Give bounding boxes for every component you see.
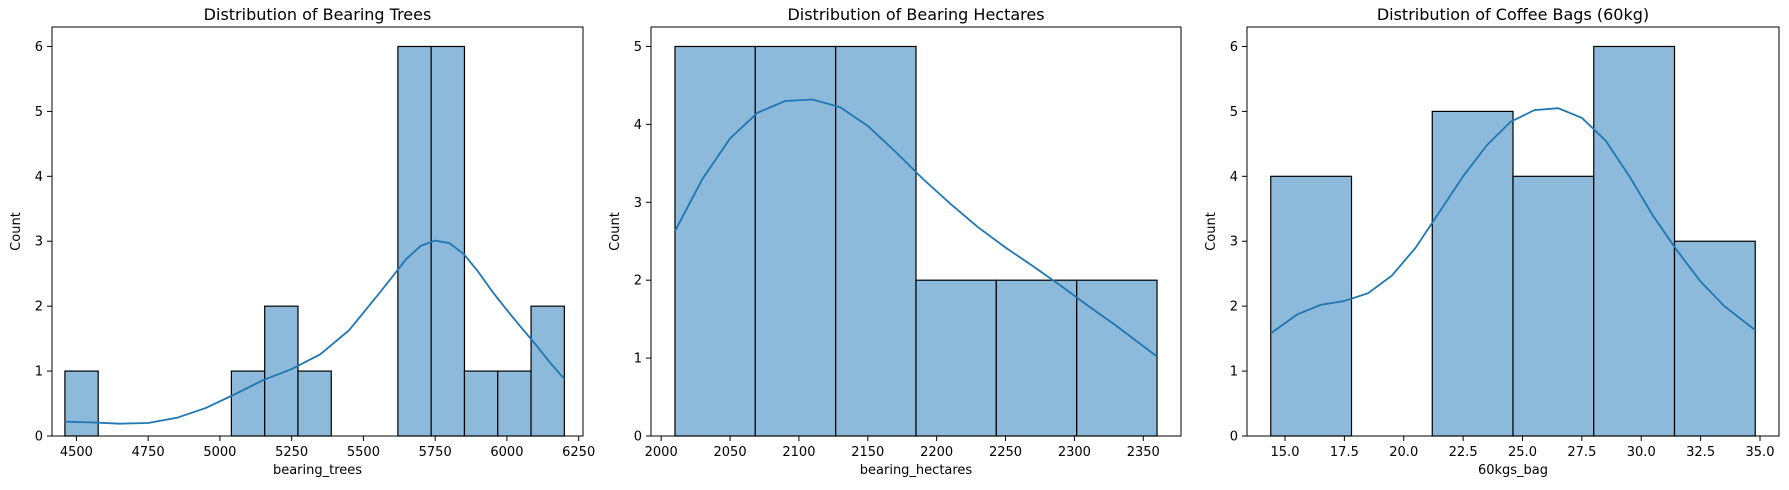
y-tick-label: 6	[35, 40, 43, 55]
y-tick-label: 0	[35, 430, 43, 445]
y-tick-label: 0	[1230, 430, 1238, 445]
x-tick-label: 2200	[920, 445, 953, 460]
histogram-coffee-bags: 15.0 17.5 20.0 22.5 25.0 27.5 30.0 32.5 35.0 0 1 2 3…	[1204, 5, 1780, 478]
x-tick-label: 5000	[203, 445, 236, 460]
x-tick-label: 2150	[851, 445, 884, 460]
x-tick-label: 17.5	[1330, 445, 1359, 460]
x-tick-label: 20.0	[1389, 445, 1418, 460]
histogram-bar	[995, 279, 1078, 437]
y-tick-label: 5	[634, 40, 642, 55]
x-tick-label: 27.5	[1567, 445, 1596, 460]
kde-curve	[1270, 107, 1756, 335]
x-tick-label: 15.0	[1271, 445, 1300, 460]
y-axis-label: Count	[9, 212, 24, 251]
histogram-bar	[1431, 110, 1514, 437]
y-tick-label: 5	[1230, 105, 1238, 120]
x-tick-label: 2000	[645, 445, 678, 460]
histogram-bar	[915, 279, 997, 437]
y-axis-label: Count	[608, 212, 623, 251]
x-tick-label: 30.0	[1627, 445, 1656, 460]
axes-frame	[1246, 26, 1780, 437]
histogram-bearing-hectares: 2000 2050 2100 2150 2200 2250 2300 2350 0 1 2 3 4 5 Di…	[608, 5, 1182, 478]
y-tick-label: 1	[1230, 365, 1238, 380]
y-tick-label: 1	[35, 365, 43, 380]
x-axis-label: 60kgs_bag	[1478, 463, 1548, 478]
kde-curve	[64, 239, 565, 425]
y-tick-label: 4	[35, 170, 43, 185]
y-tick-label: 3	[35, 235, 43, 250]
x-tick-label: 5500	[347, 445, 380, 460]
x-axis-label: bearing_trees	[273, 463, 362, 478]
y-tick-label: 4	[634, 118, 642, 133]
x-tick-label: 22.5	[1449, 445, 1478, 460]
x-tick-label: 5750	[419, 445, 452, 460]
y-tick-label: 3	[1230, 235, 1238, 250]
histogram-bar	[1076, 279, 1158, 437]
histogram-bar	[1593, 45, 1676, 437]
axes-frame	[650, 26, 1182, 437]
histogram-bar	[497, 370, 532, 437]
y-tick-label: 2	[634, 274, 642, 289]
histogram-bar	[530, 305, 565, 437]
histogram-bar	[835, 45, 917, 437]
y-tick-label: 5	[35, 105, 43, 120]
x-axis-label: bearing_hectares	[860, 463, 973, 478]
x-tick-label: 2050	[714, 445, 747, 460]
chart-title: Distribution of Bearing Hectares	[787, 5, 1044, 24]
histogram-bar	[397, 45, 432, 437]
x-tick-label: 2300	[1058, 445, 1091, 460]
y-tick-label: 2	[35, 300, 43, 315]
y-tick-label: 6	[1230, 40, 1238, 55]
histogram-bar	[1270, 175, 1353, 437]
y-tick-label: 1	[634, 352, 642, 367]
y-tick-label: 4	[1230, 170, 1238, 185]
histogram-bar	[297, 370, 332, 437]
histogram-bearing-trees: 4500 4750 5000 5250 5500 5750 6000 6250 0 1 2 3 4 5 6 D…	[9, 5, 595, 478]
chart-title: Distribution of Coffee Bags (60kg)	[1377, 5, 1649, 24]
y-axis-label: Count	[1204, 212, 1219, 251]
histogram-bar	[264, 305, 299, 437]
x-tick-label: 6250	[562, 445, 595, 460]
histogram-bar	[754, 45, 837, 437]
histogram-bar	[64, 370, 99, 437]
x-tick-label: 4500	[60, 445, 93, 460]
y-tick-label: 2	[1230, 300, 1238, 315]
chart-title: Distribution of Bearing Trees	[204, 5, 432, 24]
x-tick-label: 32.5	[1686, 445, 1715, 460]
x-tick-label: 2250	[989, 445, 1022, 460]
axes-frame	[51, 26, 584, 437]
histogram-bar	[1512, 175, 1595, 437]
x-tick-label: 5250	[275, 445, 308, 460]
y-tick-label: 0	[634, 430, 642, 445]
x-tick-label: 6000	[490, 445, 523, 460]
histogram-bar	[674, 45, 756, 437]
x-tick-label: 25.0	[1508, 445, 1537, 460]
histogram-bar	[1673, 240, 1756, 437]
histogram-bar	[230, 370, 266, 437]
y-tick-label: 3	[634, 196, 642, 211]
kde-curve	[674, 98, 1158, 358]
x-tick-label: 4750	[132, 445, 165, 460]
x-tick-label: 2350	[1127, 445, 1160, 460]
x-tick-label: 2100	[782, 445, 815, 460]
x-tick-label: 35.0	[1746, 445, 1775, 460]
histogram-bar	[463, 370, 499, 437]
